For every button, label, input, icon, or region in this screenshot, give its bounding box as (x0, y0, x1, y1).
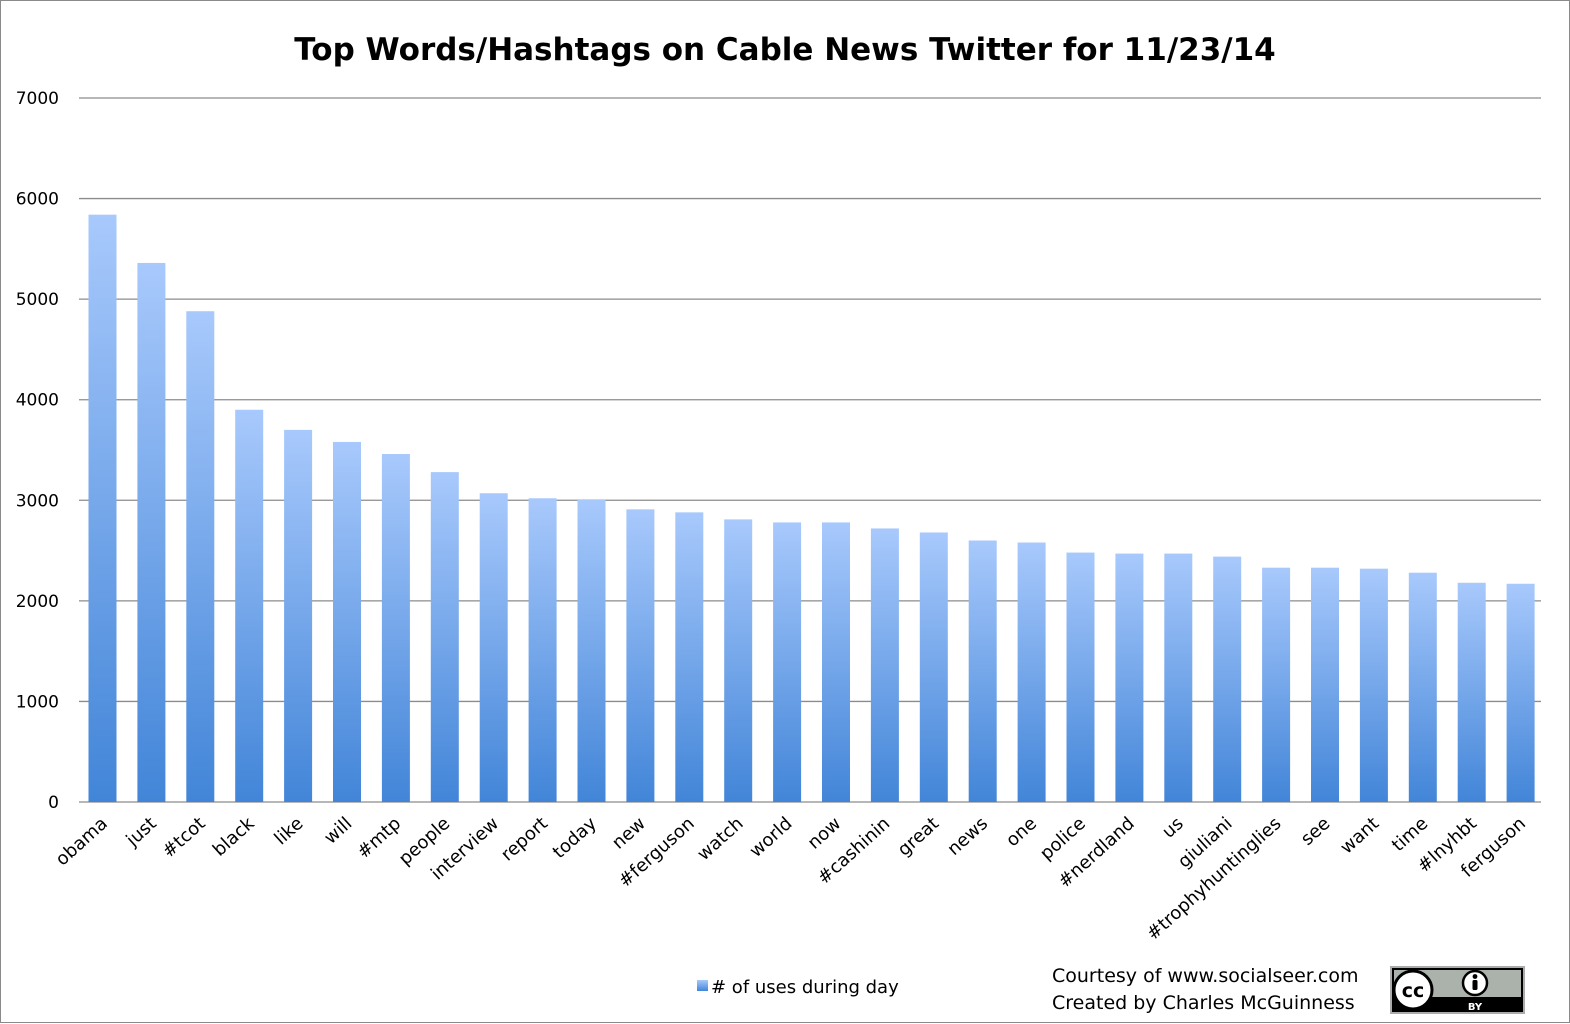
bar (1262, 567, 1291, 802)
y-axis: 0 1000 2000 3000 4000 5000 6000 7000 (16, 89, 59, 813)
svg-text:cc: cc (1402, 980, 1425, 1002)
x-tick-label: black (209, 813, 259, 861)
bar (577, 499, 606, 802)
bar (235, 409, 264, 802)
bar (88, 214, 117, 803)
x-tick-label: report (497, 813, 552, 865)
x-tick-label: news (943, 813, 992, 860)
x-tick-label: just (122, 813, 161, 851)
y-tick-label: 6000 (16, 190, 59, 210)
badge-by-text: BY (1468, 1002, 1483, 1013)
x-axis: obama just#tcot black like will#mtppeopleint… (52, 813, 1530, 945)
x-tick-label: like (270, 813, 307, 849)
bar (919, 532, 948, 802)
bar (1311, 567, 1339, 802)
bar (675, 512, 704, 802)
y-tick-label: 0 (48, 793, 59, 813)
x-tick-label: new (608, 813, 650, 854)
credits: Courtesy of www.socialseer.com Created b… (1052, 965, 1358, 1014)
bar (528, 498, 557, 802)
bar (381, 454, 410, 802)
y-tick-label: 7000 (16, 89, 59, 109)
x-tick-label: watch (693, 813, 747, 865)
x-tick-label: today (549, 813, 601, 863)
legend-label: # of uses during day (711, 977, 899, 998)
y-tick-label: 1000 (16, 692, 59, 712)
credit-line-1: Courtesy of www.socialseer.com (1052, 965, 1358, 987)
bar (1017, 542, 1046, 802)
legend: # of uses during day (697, 977, 899, 998)
y-tick-label: 4000 (16, 391, 59, 411)
cc-icon: cc (1392, 969, 1434, 1011)
bar (1457, 582, 1486, 802)
bar (333, 441, 361, 802)
bar (186, 311, 215, 802)
bar (870, 528, 899, 802)
x-tick-label: #tcot (158, 813, 209, 862)
bars (88, 214, 1535, 803)
bar (822, 522, 850, 802)
bar (1213, 556, 1242, 802)
person-icon (1461, 969, 1489, 997)
bar (724, 519, 753, 802)
x-tick-label: obama (52, 813, 112, 870)
y-tick-label: 2000 (16, 592, 59, 612)
x-tick-label: us (1158, 813, 1188, 843)
grid-layer (79, 97, 1541, 803)
legend-swatch (697, 980, 708, 991)
x-tick-label: one (1002, 813, 1041, 851)
bar (1066, 552, 1095, 802)
bar (1115, 553, 1144, 802)
bar (430, 472, 459, 802)
x-tick-label: see (1297, 813, 1334, 850)
bar (479, 493, 508, 802)
bar (1408, 572, 1437, 802)
x-tick-label: world (746, 813, 797, 862)
x-tick-label: will (320, 813, 356, 849)
chart-title: Top Words/Hashtags on Cable News Twitter… (294, 32, 1276, 68)
x-tick-label: want (1336, 813, 1383, 858)
bar (284, 429, 313, 802)
y-tick-label: 3000 (16, 491, 59, 511)
bar (1164, 553, 1193, 802)
x-tick-label: now (804, 813, 846, 853)
bar (968, 540, 997, 802)
bar (773, 522, 802, 802)
cc-by-badge: cc BY (1390, 966, 1525, 1014)
bar (1359, 568, 1388, 802)
bar (1506, 583, 1535, 802)
credit-line-2: Created by Charles McGuinness (1052, 992, 1355, 1014)
y-tick-label: 5000 (16, 290, 59, 310)
bar (137, 262, 166, 802)
x-tick-label: great (894, 813, 943, 860)
bar (626, 509, 655, 802)
